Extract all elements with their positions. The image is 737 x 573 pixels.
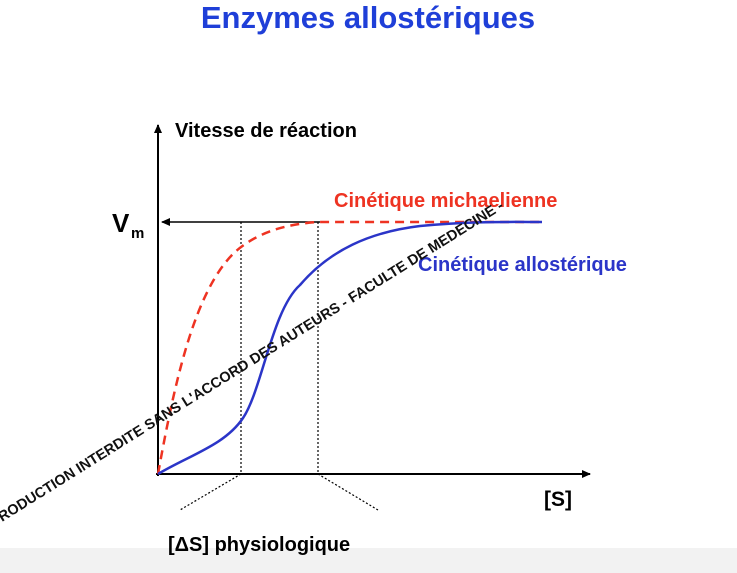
title: Enzymes allostériques xyxy=(201,0,535,35)
footer-band xyxy=(0,548,737,573)
x-axis-label: [S] xyxy=(544,488,572,511)
vm-label: V xyxy=(112,208,130,238)
michaelis-curve xyxy=(156,220,545,475)
vm-subscript: m xyxy=(131,225,144,242)
y-axis-label: Vitesse de réaction xyxy=(175,120,357,142)
allosteric-curve xyxy=(157,220,543,476)
allosteric-label: Cinétique allostérique xyxy=(418,254,627,276)
range-label: [ΔS] physiologique xyxy=(168,534,350,556)
michaelis-label: Cinétique michaelienne xyxy=(334,190,557,212)
